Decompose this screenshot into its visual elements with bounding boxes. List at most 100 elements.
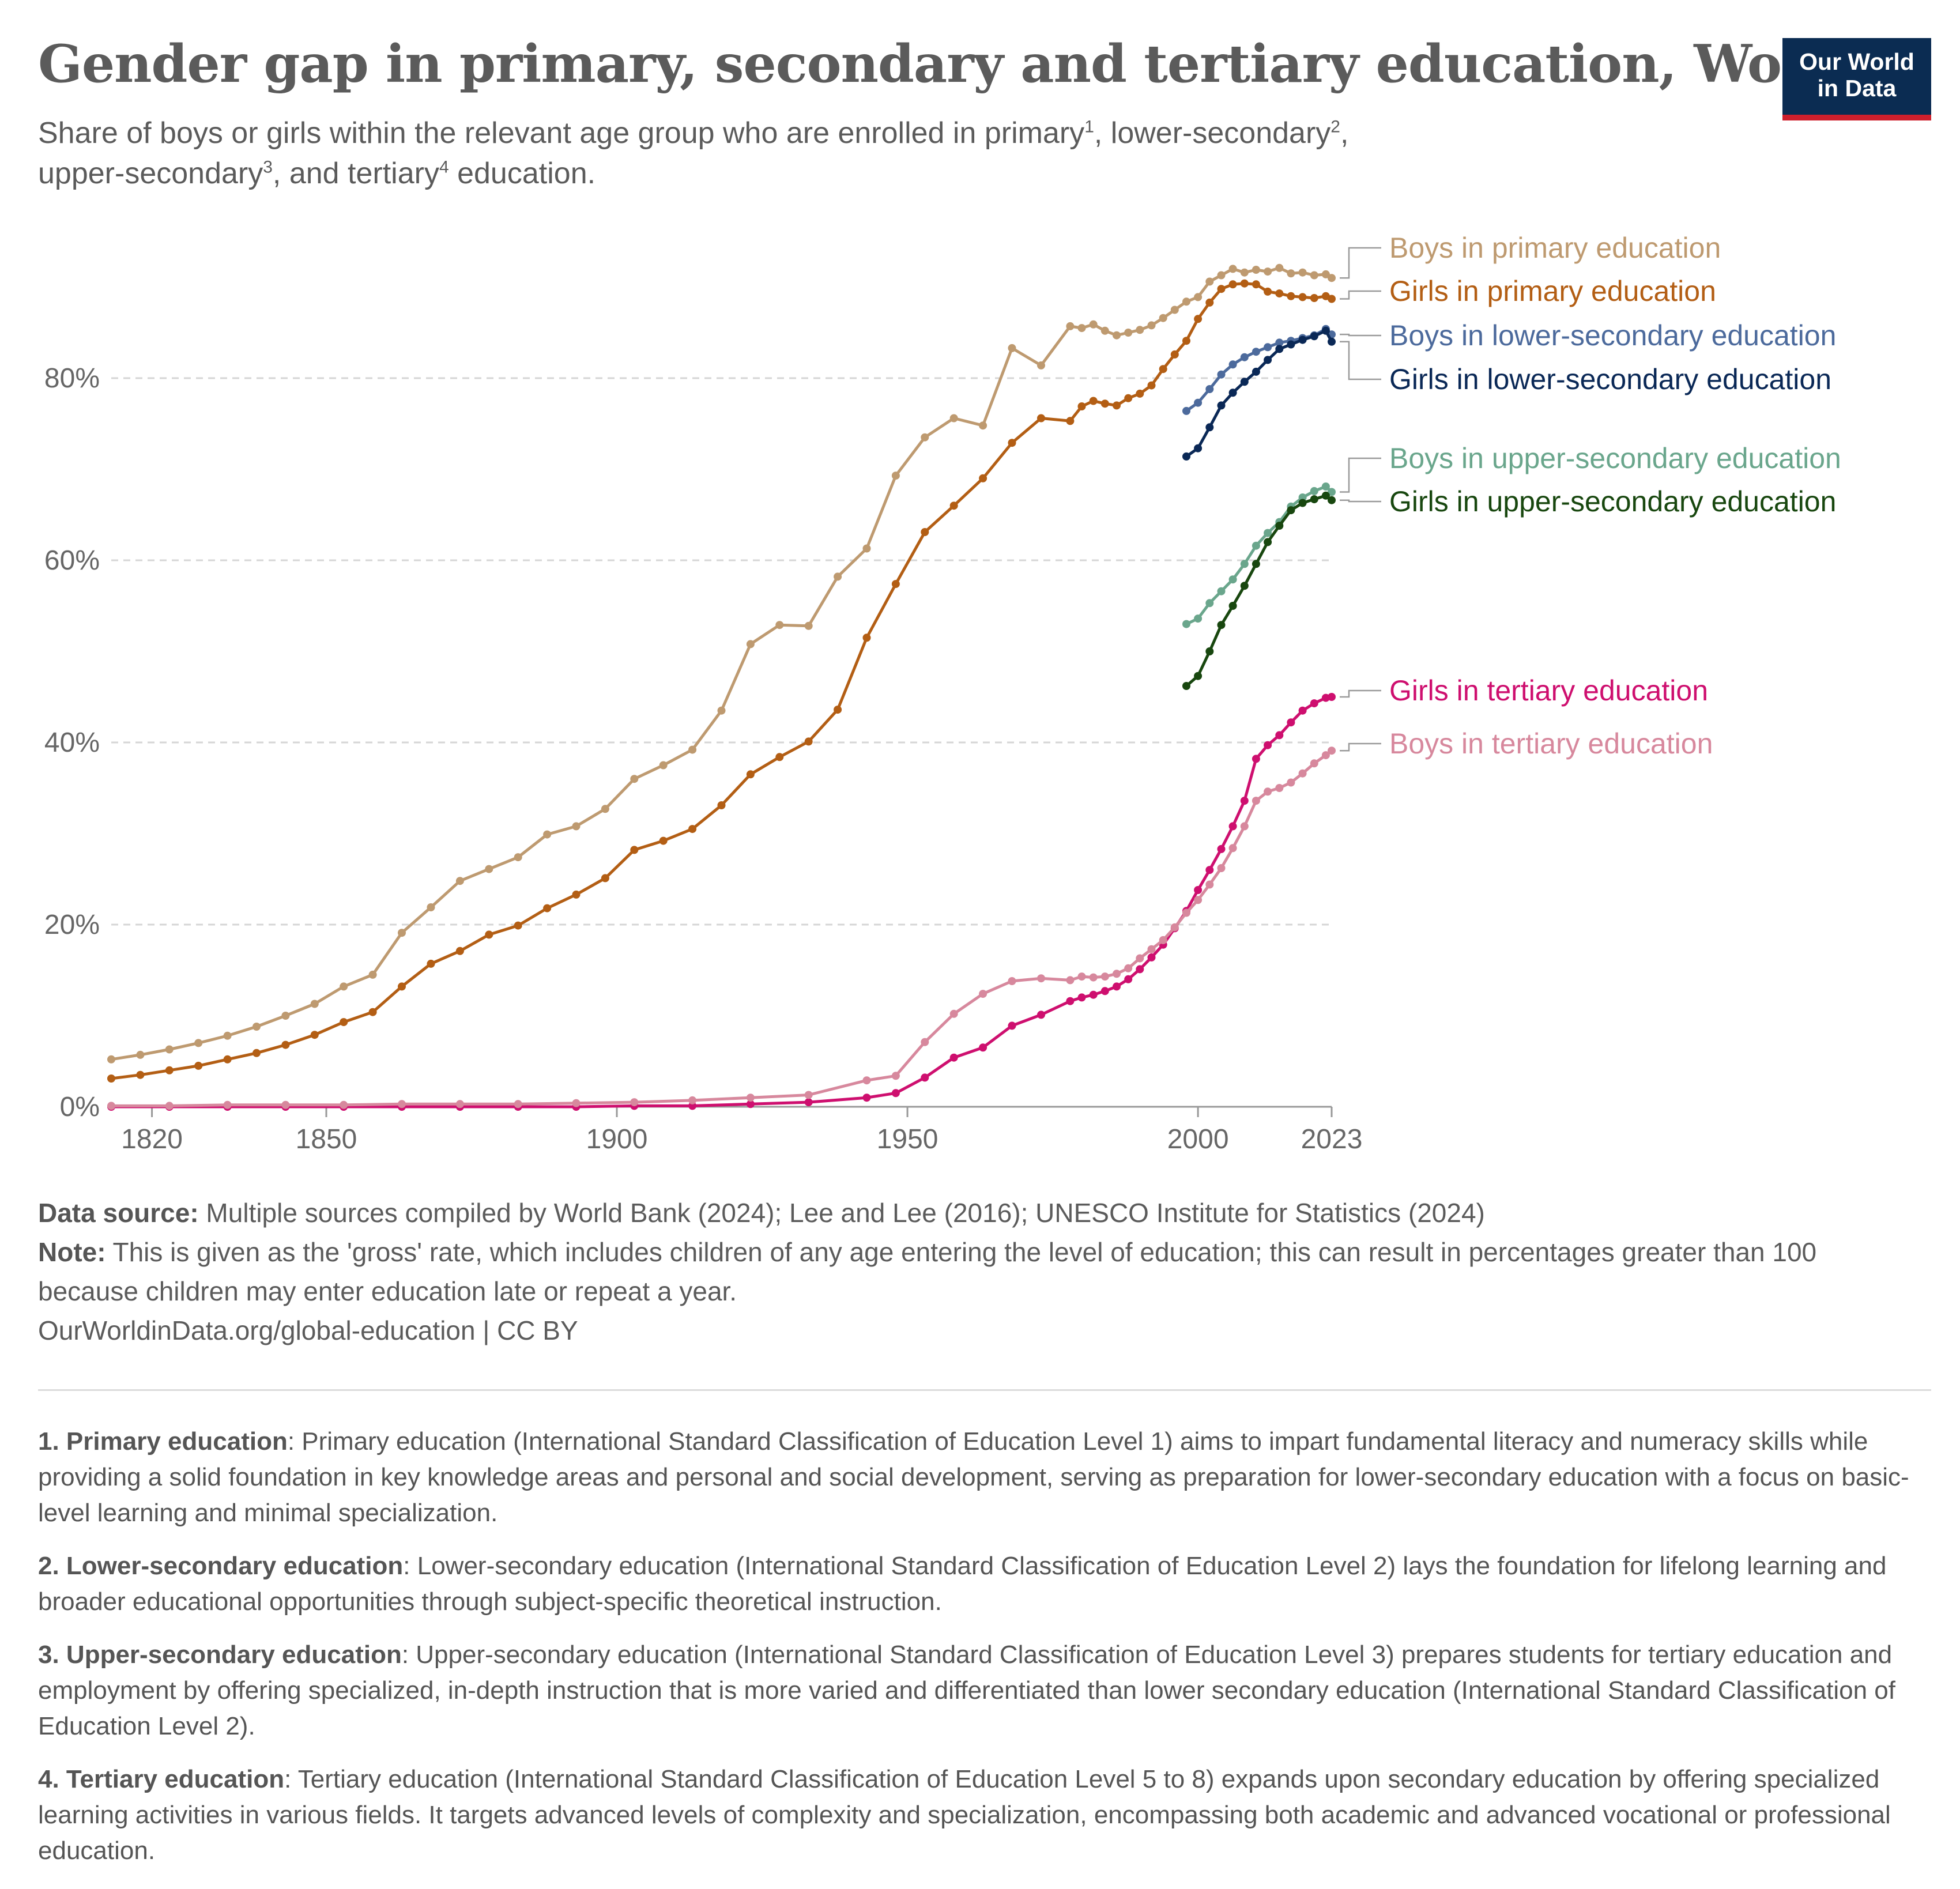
data-point: [543, 830, 552, 839]
data-point: [1328, 488, 1336, 496]
source-label: Data source:: [38, 1198, 199, 1228]
data-point: [340, 982, 348, 991]
data-point: [485, 865, 493, 873]
series-label: Boys in upper-secondary education: [1389, 442, 1841, 474]
data-point: [398, 929, 406, 937]
data-point: [630, 846, 639, 854]
data-point: [281, 1012, 290, 1020]
data-point: [1287, 718, 1295, 727]
data-point: [223, 1055, 232, 1064]
data-point: [717, 706, 726, 715]
data-point: [310, 1031, 319, 1039]
data-point: [1077, 324, 1086, 333]
data-point: [1194, 896, 1203, 904]
footnote-ref[interactable]: 1: [1084, 117, 1094, 137]
y-tick-label: 20%: [44, 910, 100, 940]
license: | CC BY: [475, 1315, 578, 1345]
series-label: Girls in lower-secondary education: [1389, 363, 1831, 395]
data-point: [1228, 602, 1237, 610]
chart-title: Gender gap in primary, secondary and ter…: [38, 33, 1864, 95]
data-point: [223, 1031, 232, 1040]
y-tick-label: 60%: [44, 545, 100, 576]
data-point: [455, 947, 464, 955]
data-point: [1228, 575, 1237, 584]
data-point: [1217, 587, 1226, 595]
definition-label: 2. Lower-secondary education: [38, 1552, 404, 1580]
data-point: [1264, 741, 1272, 749]
data-point: [1240, 268, 1249, 277]
data-point: [1077, 993, 1086, 1002]
data-point: [1124, 964, 1133, 972]
x-tick-label: 2023: [1301, 1124, 1363, 1155]
data-point: [1298, 335, 1307, 344]
logo-line-2: in Data: [1817, 75, 1897, 101]
data-point: [1217, 844, 1226, 853]
data-point: [165, 1102, 174, 1110]
data-point: [368, 1008, 377, 1016]
series-label: Boys in lower-secondary education: [1389, 319, 1836, 352]
data-point: [979, 1043, 987, 1052]
data-point: [107, 1055, 115, 1064]
data-point: [398, 982, 406, 991]
data-point: [1287, 292, 1295, 300]
data-point: [1124, 394, 1133, 402]
data-point: [717, 801, 726, 809]
data-point: [1252, 266, 1260, 274]
data-point: [1252, 541, 1260, 550]
x-tick-label: 1850: [296, 1124, 357, 1155]
series-labels: Boys in primary education Girls in primar…: [1340, 232, 1841, 760]
x-tick-label: 1950: [877, 1124, 938, 1155]
data-point: [340, 1018, 348, 1027]
data-point: [1194, 293, 1203, 301]
data-point: [485, 930, 493, 939]
data-point: [1008, 344, 1016, 352]
series-line: [110, 749, 1333, 1107]
data-point: [1077, 402, 1086, 410]
data-point: [1089, 990, 1098, 999]
data-point: [1264, 267, 1272, 276]
definition-4: 4. Tertiary education: Tertiary educatio…: [38, 1762, 1935, 1869]
series-label: Girls in primary education: [1389, 275, 1716, 307]
subtitle-part: education.: [448, 157, 596, 190]
data-point: [1275, 289, 1284, 298]
data-point: [1037, 414, 1045, 423]
data-point: [1228, 265, 1237, 273]
data-point: [136, 1050, 145, 1059]
y-tick-label: 80%: [44, 363, 100, 394]
definition-1: 1. Primary education: Primary education …: [38, 1424, 1935, 1531]
data-point: [804, 737, 813, 746]
data-point: [1287, 340, 1295, 349]
data-point: [1264, 529, 1272, 537]
data-point: [310, 1000, 319, 1008]
source-url-link[interactable]: OurWorldinData.org/global-education: [38, 1315, 476, 1345]
data-point: [572, 890, 581, 899]
data-point: [921, 528, 929, 536]
data-point: [1182, 452, 1190, 461]
data-point: [1264, 787, 1272, 796]
footnote-ref[interactable]: 4: [439, 157, 449, 177]
data-point: [1037, 974, 1045, 983]
data-point: [1077, 972, 1086, 981]
data-point: [1328, 746, 1336, 755]
footnote-ref[interactable]: 3: [263, 157, 273, 177]
owid-logo[interactable]: Our World in Data: [1782, 38, 1931, 120]
data-point: [1217, 621, 1226, 629]
data-point: [949, 502, 958, 510]
series-lines: [107, 263, 1336, 1111]
data-point: [1264, 343, 1272, 352]
data-point: [746, 1094, 755, 1102]
subtitle-part: , lower-secondary: [1094, 116, 1331, 150]
data-point: [804, 1091, 813, 1099]
data-point: [1275, 731, 1284, 740]
data-point: [1264, 538, 1272, 546]
label-connector: [1340, 742, 1381, 752]
data-point: [949, 414, 958, 423]
series-label: Girls in tertiary education: [1389, 674, 1708, 707]
data-point: [834, 572, 842, 581]
data-point: [1113, 970, 1121, 978]
footnote-ref[interactable]: 2: [1330, 117, 1340, 137]
data-point: [1182, 297, 1190, 306]
subtitle-part: upper-secondary: [38, 157, 263, 190]
data-point: [368, 970, 377, 979]
data-point: [949, 1009, 958, 1018]
